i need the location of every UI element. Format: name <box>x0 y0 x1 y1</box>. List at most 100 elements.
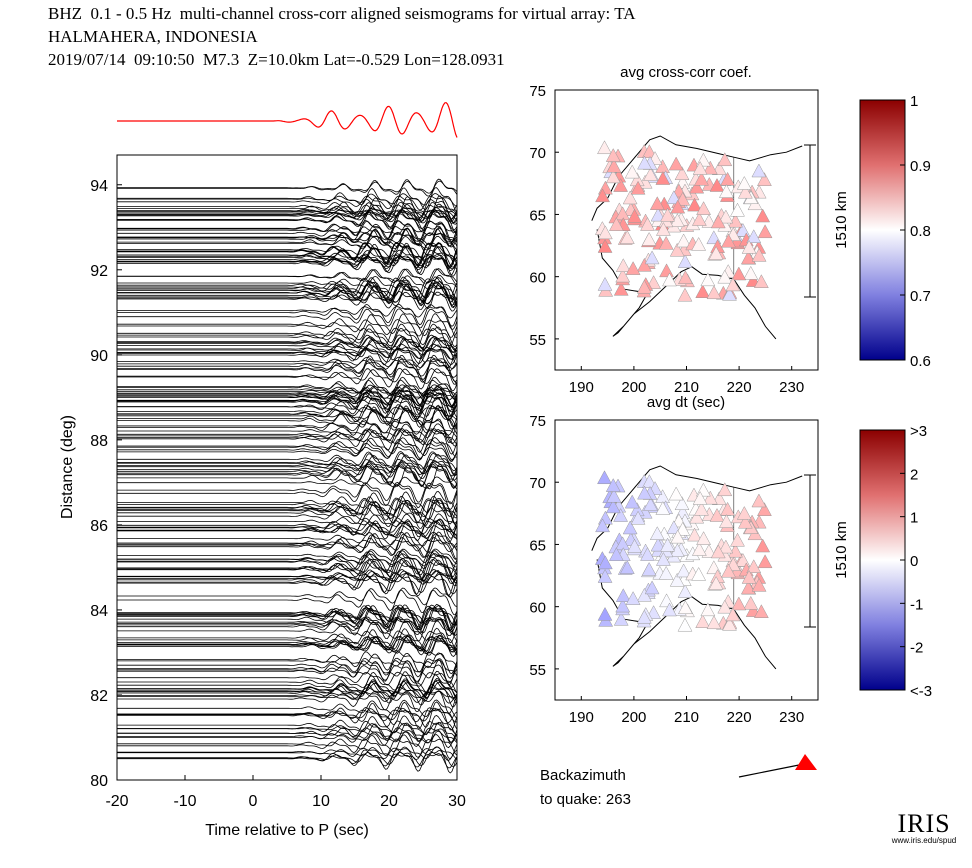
seismogram-trace <box>117 617 458 644</box>
seismogram-trace <box>117 274 458 290</box>
station-triangle <box>717 482 733 497</box>
station-triangle <box>755 538 771 553</box>
backazimuth-label: Backazimuth <box>540 767 626 784</box>
seismogram-trace <box>117 227 458 250</box>
seismogram-trace <box>117 727 458 744</box>
x-tick-label: 190 <box>569 709 594 726</box>
station-triangle <box>624 494 640 509</box>
station-triangle <box>718 209 734 224</box>
station-triangle <box>636 587 652 602</box>
station-triangle <box>669 572 685 587</box>
seismogram-trace <box>117 553 457 568</box>
station-triangle <box>706 615 722 630</box>
station-triangle <box>644 250 660 265</box>
seismogram-trace <box>117 517 458 539</box>
station-triangle <box>627 538 642 553</box>
coastline-south <box>596 559 777 670</box>
seismogram-trace <box>117 659 458 679</box>
seismogram-trace <box>117 359 458 372</box>
seismogram-trace <box>117 323 458 348</box>
seismogram-trace <box>117 571 458 584</box>
seismogram-trace <box>117 730 458 744</box>
station-triangle <box>622 190 638 205</box>
station-triangle <box>725 277 741 292</box>
station-triangle <box>636 279 652 294</box>
station-triangle <box>694 171 709 186</box>
backazimuth-label-2: to quake: 263 <box>540 791 631 808</box>
seismogram-trace <box>117 506 458 531</box>
seismogram-trace <box>117 461 458 481</box>
seismogram-trace <box>117 308 458 330</box>
seismogram-trace <box>117 659 458 686</box>
seismogram-trace <box>117 531 458 554</box>
station-triangle <box>740 250 756 265</box>
station-triangle <box>717 269 733 284</box>
y-tick-label: 75 <box>529 413 546 430</box>
station-triangle <box>613 178 629 192</box>
station-triangle <box>709 507 725 522</box>
seismogram-trace <box>117 699 458 719</box>
station-triangle <box>641 231 657 246</box>
station-triangle <box>662 272 677 287</box>
colorbar-tick-label: <-3 <box>910 683 932 700</box>
seismogram-trace <box>117 464 458 483</box>
station-triangle <box>615 268 631 283</box>
seismogram-trace <box>117 277 458 300</box>
seismogram-trace <box>117 368 458 385</box>
station-triangle <box>736 175 752 190</box>
seismogram-trace <box>117 344 458 369</box>
station-triangle <box>597 555 613 570</box>
seismogram-trace <box>117 279 458 303</box>
station-triangle <box>640 547 655 561</box>
seismogram-trace <box>117 362 458 378</box>
station-triangle <box>606 488 622 503</box>
x-tick-label: 210 <box>674 379 699 396</box>
colorbar-tick-label: 1 <box>910 510 918 527</box>
seismogram-trace <box>117 249 458 268</box>
station-triangle <box>694 501 709 516</box>
station-triangle <box>720 501 736 516</box>
station-triangle <box>751 577 767 592</box>
seismogram-trace <box>117 268 458 284</box>
seismogram-trace <box>117 211 458 234</box>
seismogram-trace <box>117 683 458 708</box>
station-triangle <box>660 207 675 222</box>
seismogram-trace <box>117 437 458 458</box>
title-line-2: HALMAHERA, INDONESIA <box>48 27 258 46</box>
stacked-trace <box>117 101 458 138</box>
x-tick-label: 190 <box>569 379 594 396</box>
station-triangle <box>746 229 762 244</box>
station-triangle <box>597 569 613 583</box>
colorbar <box>859 429 906 691</box>
seismogram-trace <box>117 589 458 615</box>
station-triangle <box>655 551 671 566</box>
station-triangle <box>595 518 610 533</box>
seismogram-trace <box>117 690 458 704</box>
y-tick-label: 65 <box>529 207 546 224</box>
seismogram-trace <box>117 671 458 688</box>
station-triangle <box>757 502 772 516</box>
station-triangle <box>675 521 691 536</box>
station-triangle <box>608 217 624 231</box>
station-triangle <box>692 491 708 505</box>
station-triangle <box>751 163 767 178</box>
y-tick-label: 94 <box>90 178 108 195</box>
station-triangle <box>670 199 686 214</box>
station-triangle <box>706 285 722 300</box>
station-triangle <box>676 563 692 578</box>
station-triangle <box>605 478 621 492</box>
station-triangle <box>608 547 624 561</box>
station-triangle <box>720 171 736 186</box>
seismogram-trace <box>117 746 458 761</box>
station-triangle <box>613 508 629 522</box>
seismogram-trace <box>117 484 458 511</box>
y-tick-label: 55 <box>529 662 546 679</box>
station-triangle <box>605 499 621 514</box>
station-triangle <box>643 497 658 511</box>
seismogram-trace <box>117 306 458 319</box>
y-axis-label: Distance (deg) <box>59 415 76 519</box>
seismogram-trace <box>117 407 458 435</box>
x-tick-label: -20 <box>105 793 128 810</box>
